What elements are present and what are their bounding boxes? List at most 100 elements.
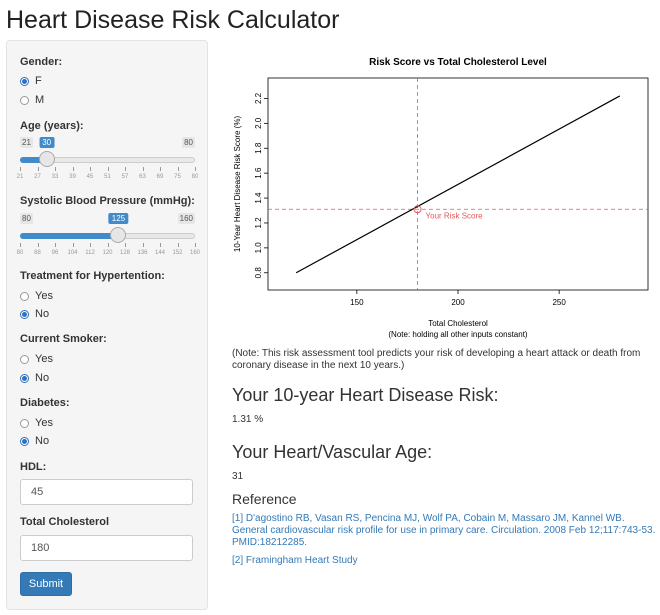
risk-heading: Your 10-year Heart Disease Risk: <box>232 385 499 405</box>
treatment-option-yes[interactable]: Yes <box>20 289 53 303</box>
age-tick-mark <box>177 167 179 171</box>
age-tick-label: 33 <box>51 174 59 180</box>
reference-link-1[interactable]: [1] D'agostino RB, Vasan RS, Pencina MJ,… <box>232 513 656 548</box>
treatment-label: Treatment for Hypertention: <box>20 270 165 282</box>
smoker-option-no[interactable]: No <box>20 371 49 385</box>
age-tick-label: 39 <box>69 174 76 180</box>
chart-title: Risk Score vs Total Cholesterol Level <box>369 57 547 68</box>
risk-chart: Risk Score vs Total Cholesterol Level 0.… <box>233 57 649 339</box>
sbp-tick-mark <box>107 243 109 247</box>
sbp-tick-label: 160 <box>189 250 201 256</box>
age-tick-mark <box>37 167 39 171</box>
gender-option-f[interactable]: F <box>20 74 42 88</box>
sbp-slider-handle[interactable] <box>110 227 127 243</box>
risk-score-annotation: Your Risk Score <box>426 211 484 220</box>
sbp-tick-label: 88 <box>34 250 41 256</box>
age-max-label: 80 <box>182 137 195 148</box>
sbp-tick-label: 112 <box>85 250 95 256</box>
age-slider-ticks <box>20 167 196 173</box>
diabetes-option-no[interactable]: No <box>20 434 49 448</box>
y-tick-label: 1.6 <box>254 167 263 179</box>
sbp-slider[interactable]: 80 160 125 80 88 96 104 112 120 128 136 144 152 16… <box>16 213 200 273</box>
y-tick-label: 1.4 <box>254 192 263 204</box>
sbp-tick-label: 152 <box>172 250 183 256</box>
x-axis-note: (Note: holding all other inputs constant… <box>388 330 528 339</box>
hdl-input[interactable]: 45 <box>20 479 193 505</box>
reference-heading: Reference <box>232 491 297 507</box>
age-tick-mark <box>90 167 91 171</box>
sbp-tick-mark <box>20 243 21 247</box>
y-tick-label: 2.2 <box>254 92 263 104</box>
radio-checked-icon <box>20 309 29 319</box>
sbp-tick-mark <box>72 243 74 247</box>
hdl-label: HDL: <box>20 461 47 473</box>
age-tick-mark <box>195 167 196 171</box>
sbp-tick-label: 120 <box>102 250 113 256</box>
age-tick-label: 75 <box>174 174 181 180</box>
risk-series-line <box>295 95 621 274</box>
total-cholesterol-label: Total Cholesterol <box>20 516 110 528</box>
sbp-tick-mark <box>160 243 161 247</box>
vascular-age-value: 31 <box>232 471 244 482</box>
age-tick-label: 63 <box>139 174 146 180</box>
reference-link-2[interactable]: [2] Framingham Heart Study <box>232 555 358 566</box>
risk-score-marker <box>413 205 422 214</box>
x-axis-label: Total Cholesterol <box>428 319 488 328</box>
sbp-slider-ticks <box>20 243 196 249</box>
radio-checked-icon <box>20 436 29 446</box>
age-slider-handle[interactable] <box>38 151 55 167</box>
y-tick-label: 1.2 <box>254 217 263 229</box>
age-tick-label: 80 <box>191 174 199 180</box>
submit-button[interactable]: Submit <box>20 572 72 596</box>
total-cholesterol-input[interactable]: 180 <box>20 535 193 561</box>
y-tick-label: 0.8 <box>254 267 263 279</box>
age-tick-label: 21 <box>16 174 24 180</box>
age-tick-label: 57 <box>121 174 129 180</box>
sbp-tick-label: 96 <box>51 250 59 256</box>
y-tick-label: 1.0 <box>254 242 263 254</box>
age-tick-mark <box>107 167 109 171</box>
sbp-tick-label: 128 <box>119 250 131 256</box>
smoker-option-yes[interactable]: Yes <box>20 352 53 366</box>
radio-unchecked-icon <box>20 291 29 301</box>
radio-unchecked-icon <box>20 95 29 105</box>
age-slider[interactable]: 21 80 30 21 27 33 39 45 51 57 63 69 75 80 <box>16 137 198 197</box>
sbp-max-label: 160 <box>177 213 195 224</box>
gender-option-m[interactable]: M <box>20 93 44 107</box>
sbp-tick-label: 144 <box>154 250 166 256</box>
age-tick-label: 45 <box>86 174 94 180</box>
vascular-age-heading: Your Heart/Vascular Age: <box>232 442 433 462</box>
age-tick-mark <box>20 167 21 171</box>
age-slider-fill <box>20 157 47 163</box>
risk-note: (Note: This risk assessment tool predict… <box>232 348 641 371</box>
sbp-value-label: 125 <box>108 213 129 224</box>
x-tick-label: 200 <box>451 298 465 307</box>
sbp-tick-mark <box>142 243 144 247</box>
age-label: Age (years): <box>20 120 84 132</box>
sbp-label: Systolic Blood Pressure (mmHg): <box>20 195 195 207</box>
sbp-slider-fill <box>20 233 119 239</box>
gender-label: Gender: <box>20 56 63 68</box>
sbp-tick-mark <box>37 243 39 247</box>
sbp-tick-mark <box>90 243 91 247</box>
x-tick-label: 250 <box>552 298 566 307</box>
age-tick-mark <box>142 167 144 171</box>
x-tick-label: 150 <box>350 298 364 307</box>
treatment-option-no[interactable]: No <box>20 307 49 321</box>
sbp-tick-label: 104 <box>67 250 78 256</box>
diabetes-option-yes[interactable]: Yes <box>20 416 53 430</box>
sbp-min-label: 80 <box>20 213 33 224</box>
sbp-tick-mark <box>195 243 196 247</box>
age-tick-label: 69 <box>156 174 164 180</box>
radio-checked-icon <box>20 373 29 383</box>
age-tick-mark <box>55 167 56 171</box>
sbp-tick-label: 136 <box>137 250 148 256</box>
radio-unchecked-icon <box>20 354 29 364</box>
radio-checked-icon <box>20 76 29 86</box>
sbp-tick-label: 80 <box>16 250 24 256</box>
input-panel: Gender: F M Age (years): 21 80 30 21 27 33… <box>6 40 208 610</box>
age-value-label: 30 <box>39 137 55 148</box>
age-min-label: 21 <box>20 137 33 148</box>
smoker-label: Current Smoker: <box>20 333 107 345</box>
diabetes-label: Diabetes: <box>20 397 70 409</box>
